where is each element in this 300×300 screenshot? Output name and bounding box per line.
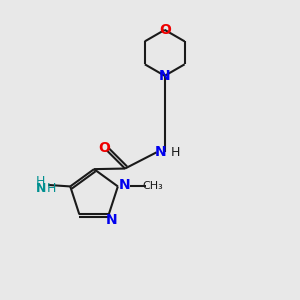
Text: N: N: [159, 69, 170, 83]
Text: O: O: [159, 23, 171, 37]
Text: H: H: [36, 175, 46, 188]
Text: O: O: [98, 141, 110, 155]
Text: H: H: [47, 182, 56, 195]
Text: N: N: [106, 213, 118, 227]
Text: CH₃: CH₃: [143, 182, 164, 191]
Text: N: N: [36, 182, 46, 195]
Text: H: H: [170, 146, 180, 159]
Text: N: N: [118, 178, 130, 192]
Text: N: N: [154, 146, 166, 159]
